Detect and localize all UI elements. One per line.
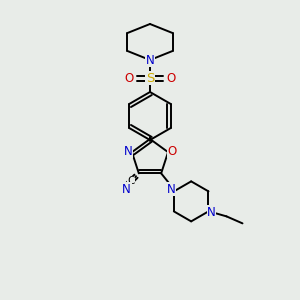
Text: O: O [167,145,177,158]
Text: N: N [122,183,131,196]
Text: C: C [128,176,135,186]
Text: N: N [207,206,216,219]
Text: O: O [167,71,176,85]
Text: N: N [167,183,175,196]
Text: N: N [146,53,154,67]
Text: O: O [124,71,134,85]
Text: N: N [124,145,132,158]
Text: S: S [146,71,154,85]
